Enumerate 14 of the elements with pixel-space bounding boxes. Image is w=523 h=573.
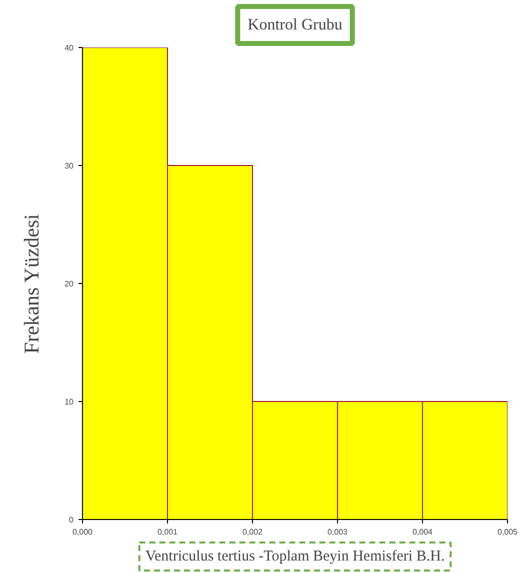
x-tick-label: 0,005 xyxy=(497,528,518,536)
x-tick-label: 0,004 xyxy=(412,528,434,536)
y-tick-label: 40 xyxy=(64,44,74,52)
y-tick-label: 0 xyxy=(69,516,74,524)
y-tick-label: 30 xyxy=(64,162,74,170)
y-axis-title: Frekans Yüzdesi xyxy=(20,214,44,354)
x-tick-label: 0,002 xyxy=(242,528,264,536)
chart-title: Kontrol Grubu xyxy=(248,16,342,34)
y-tick-label: 20 xyxy=(64,280,74,288)
x-tick-label: 0,003 xyxy=(327,528,348,536)
x-tick-label: 0,000 xyxy=(72,528,94,536)
y-tick-label: 10 xyxy=(64,398,74,406)
x-tick-label: 0,001 xyxy=(157,528,178,536)
x-axis-title: Ventriculus tertius -Toplam Beyin Hemisferi B.H. xyxy=(145,548,445,564)
